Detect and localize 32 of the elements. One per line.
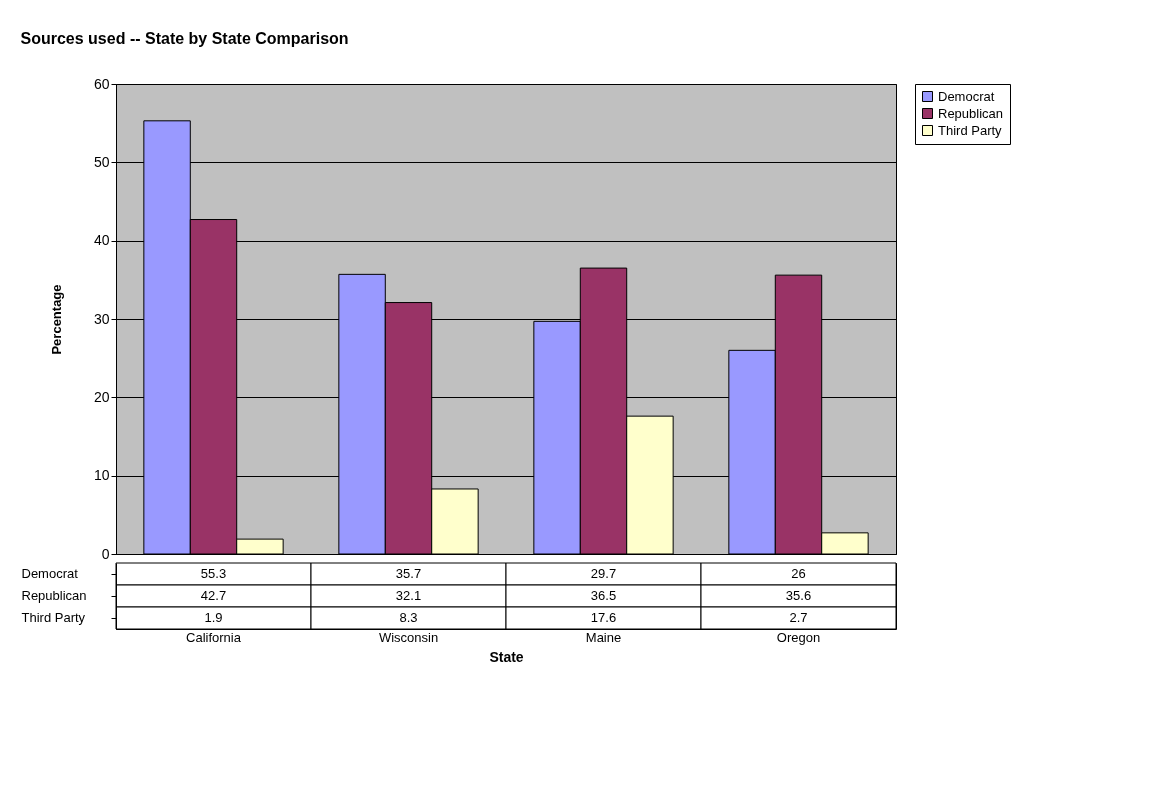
y-tick-label: 0 bbox=[101, 545, 110, 562]
text: Democrat bbox=[21, 566, 78, 581]
y-tick-label: 40 bbox=[93, 232, 110, 249]
data-label: 8.3 bbox=[399, 610, 418, 625]
y-tick-label: 20 bbox=[93, 388, 110, 405]
x-tick-label: California bbox=[186, 629, 242, 645]
y-axis-title: Percentage bbox=[48, 284, 64, 355]
y-tick-label: 60 bbox=[93, 75, 110, 92]
data-label: 35.6 bbox=[785, 588, 812, 603]
y-tick-label: 10 bbox=[93, 467, 110, 484]
data-label: 32.1 bbox=[395, 588, 422, 603]
data-label: 1.9 bbox=[204, 610, 223, 625]
data-label: 55.3 bbox=[200, 566, 227, 581]
text: Republican bbox=[21, 588, 87, 603]
data-label: 26 bbox=[791, 566, 806, 581]
chart-title: Sources used -- State by State Comparison bbox=[20, 29, 349, 47]
data-label: 17.6 bbox=[590, 610, 617, 625]
legend-label: Republican bbox=[938, 105, 1004, 121]
legend-label: Third Party bbox=[938, 122, 1003, 138]
x-tick-label: Maine bbox=[585, 629, 622, 645]
data-label: 35.7 bbox=[395, 566, 422, 581]
data-label: 36.5 bbox=[590, 588, 617, 603]
data-label: 42.7 bbox=[200, 588, 227, 603]
y-tick-label: 30 bbox=[93, 310, 110, 327]
data-label: 29.7 bbox=[590, 566, 617, 581]
legend-label: Democrat bbox=[938, 88, 995, 104]
x-axis-title: State bbox=[489, 648, 524, 665]
data-label: 2.7 bbox=[789, 610, 808, 625]
text: Third Party bbox=[21, 610, 86, 625]
x-tick-label: Wisconsin bbox=[378, 629, 439, 645]
y-tick-label: 50 bbox=[93, 153, 110, 170]
x-tick-label: Oregon bbox=[776, 629, 821, 645]
